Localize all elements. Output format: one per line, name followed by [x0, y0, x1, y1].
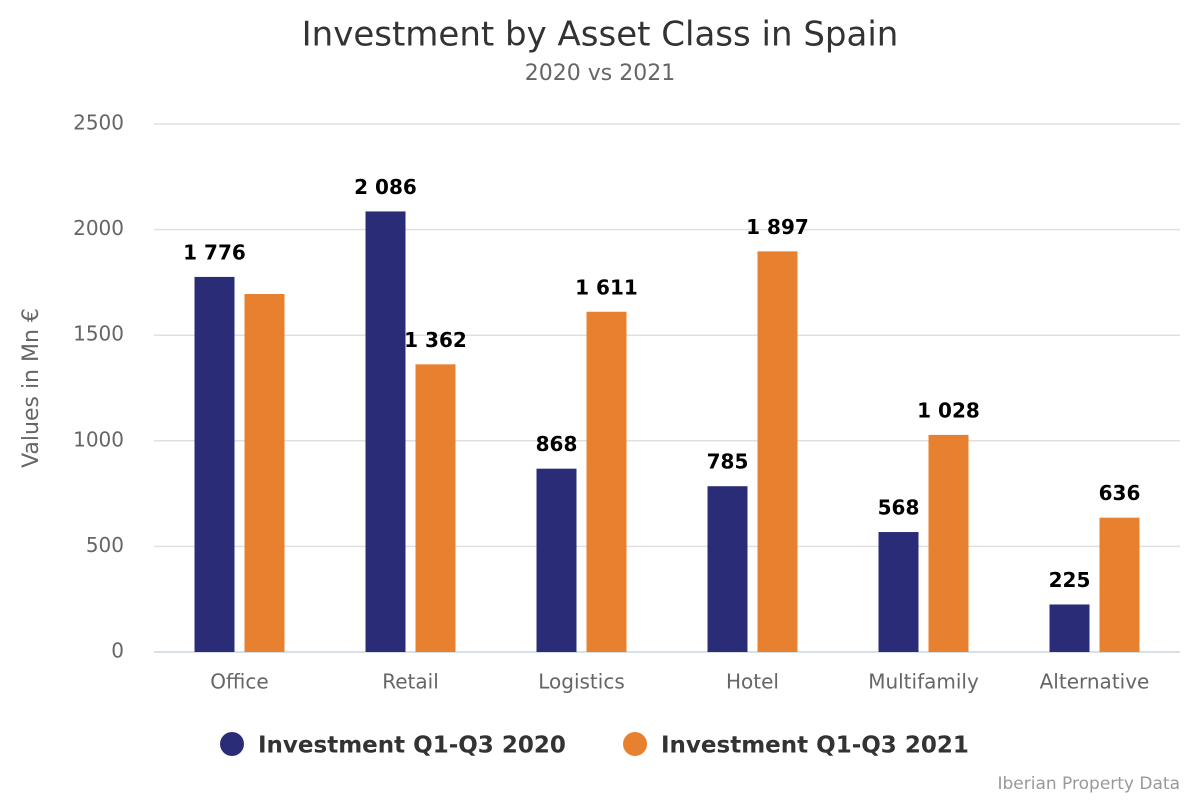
- bar: [1099, 517, 1140, 652]
- x-tick-label: Retail: [382, 670, 439, 694]
- data-label: 785: [707, 450, 749, 474]
- data-label: 225: [1049, 568, 1091, 592]
- bar: [244, 294, 285, 652]
- data-label: 1 362: [404, 328, 467, 352]
- bar: [415, 364, 456, 652]
- legend-marker: [220, 732, 244, 756]
- x-tick-label: Alternative: [1040, 670, 1150, 694]
- bar: [365, 211, 406, 652]
- chart-title: Investment by Asset Class in Spain: [302, 15, 899, 55]
- y-tick-label: 2500: [73, 111, 124, 135]
- x-tick-label: Hotel: [726, 670, 779, 694]
- bar: [536, 468, 577, 652]
- bar: [757, 251, 798, 652]
- data-label: 1 897: [746, 215, 809, 239]
- y-tick-label: 500: [86, 533, 124, 557]
- source: Iberian Property Data: [997, 774, 1180, 794]
- legend-label: Investment Q1-Q3 2020: [258, 733, 566, 759]
- bar: [586, 311, 627, 652]
- x-tick-label: Logistics: [538, 670, 625, 694]
- y-tick-label: 0: [111, 639, 124, 663]
- legend-marker: [623, 732, 647, 756]
- legend-label: Investment Q1-Q3 2021: [661, 733, 969, 759]
- y-tick-label: 2000: [73, 216, 124, 240]
- chart-subtitle: 2020 vs 2021: [525, 61, 675, 86]
- bar: [878, 532, 919, 652]
- data-label: 868: [536, 432, 578, 456]
- x-tick-label: Office: [210, 670, 268, 694]
- bar: [194, 276, 235, 652]
- data-label: 568: [878, 496, 920, 520]
- data-label: 2 086: [354, 175, 417, 199]
- bar: [928, 434, 969, 652]
- y-axis-title: Values in Mn €: [19, 308, 44, 468]
- bar: [707, 486, 748, 652]
- bar: [1049, 604, 1090, 652]
- y-tick-label: 1500: [73, 322, 124, 346]
- data-label: 636: [1099, 481, 1141, 505]
- data-label: 1 028: [917, 398, 980, 422]
- x-tick-label: Multifamily: [868, 670, 979, 694]
- y-tick-label: 1000: [73, 427, 124, 451]
- data-label: 1 776: [183, 240, 246, 264]
- data-label: 1 611: [575, 275, 638, 299]
